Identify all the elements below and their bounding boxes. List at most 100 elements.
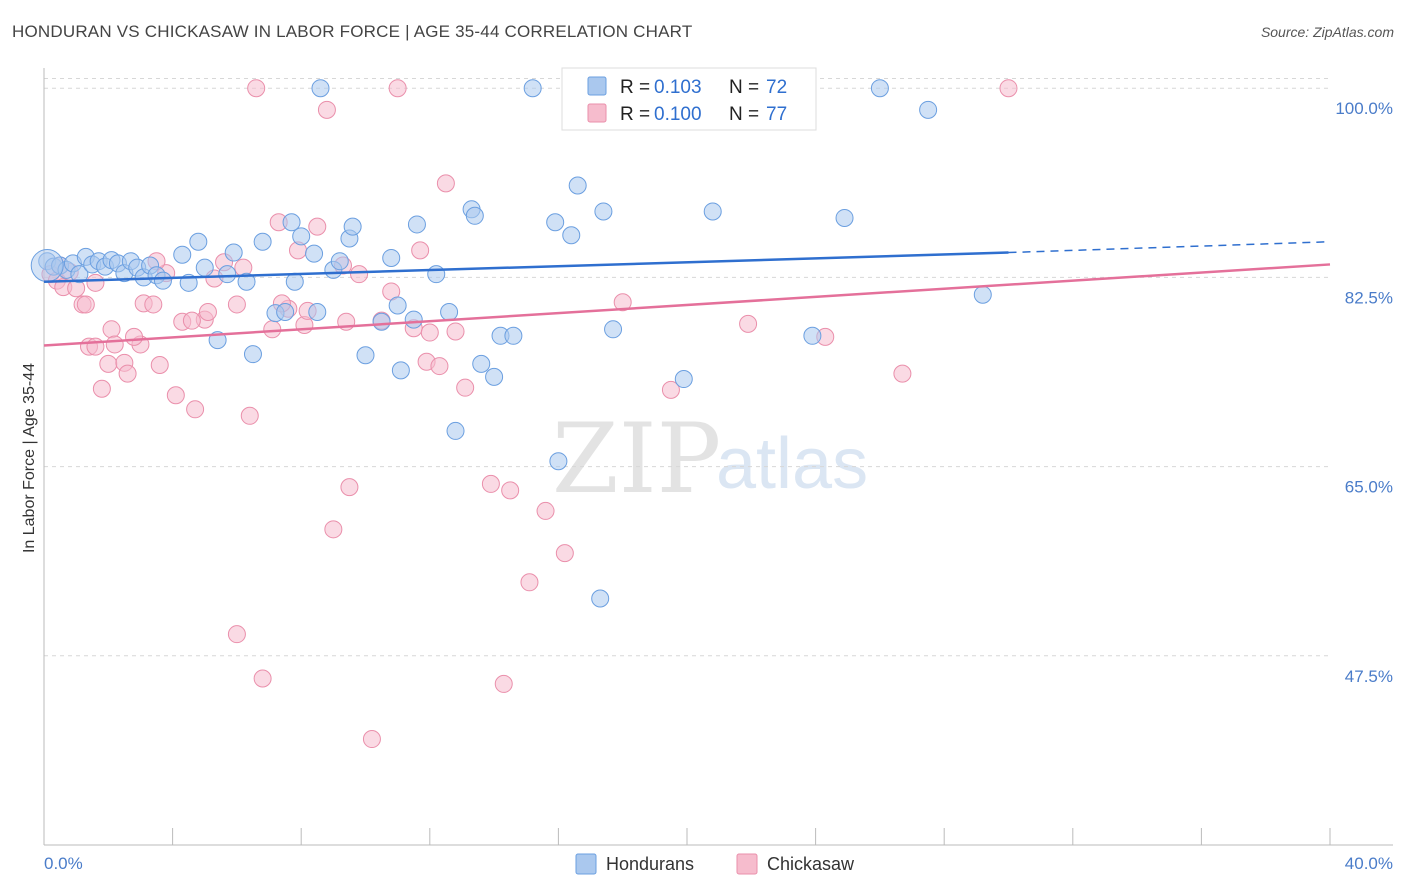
y-tick-label: 47.5% bbox=[1345, 667, 1393, 686]
hondurans-point bbox=[218, 265, 237, 284]
hondurans-point bbox=[305, 244, 324, 263]
hondurans-point bbox=[549, 452, 568, 471]
bottom-legend: Hondurans Chickasaw bbox=[575, 853, 855, 875]
chickasaw-point bbox=[105, 335, 124, 354]
y-tick-label: 82.5% bbox=[1345, 288, 1393, 307]
hondurans-point bbox=[568, 176, 587, 195]
chickasaw-points bbox=[41, 79, 1018, 749]
hondurans-point bbox=[446, 421, 465, 440]
hondurans-point bbox=[835, 208, 854, 227]
legend-n-label: N = bbox=[729, 104, 759, 125]
chickasaw-point bbox=[481, 474, 500, 493]
hondurans-point bbox=[504, 326, 523, 345]
hondurans-point bbox=[243, 345, 262, 364]
hondurans-point bbox=[195, 258, 214, 277]
chickasaw-point bbox=[324, 520, 343, 539]
x-tick-label-max: 40.0% bbox=[1345, 854, 1393, 873]
hondurans-point bbox=[388, 296, 407, 315]
chickasaw-point bbox=[253, 669, 272, 688]
legend-swatch-hondurans bbox=[587, 76, 607, 96]
hondurans-point bbox=[870, 79, 889, 98]
chickasaw-point bbox=[227, 625, 246, 644]
hondurans-trend-line bbox=[43, 251, 1009, 283]
chickasaw-point bbox=[501, 481, 520, 500]
grid-lines bbox=[44, 77, 1330, 657]
chickasaw-point bbox=[999, 79, 1018, 98]
legend: R = 0.103 N = 72 R = 0.100 N = 77 bbox=[561, 67, 817, 131]
chickasaw-point bbox=[317, 100, 336, 119]
chickasaw-point bbox=[362, 730, 381, 749]
chickasaw-point bbox=[350, 265, 369, 284]
x-tick-label-min: 0.0% bbox=[44, 854, 83, 873]
hondurans-point bbox=[189, 232, 208, 251]
chart-source: Source: ZipAtlas.com bbox=[1260, 24, 1394, 40]
bottom-legend-chickasaw: Chickasaw bbox=[767, 854, 855, 874]
hondurans-point bbox=[485, 367, 504, 386]
legend-n-label: N = bbox=[729, 77, 759, 98]
chickasaw-point bbox=[520, 573, 539, 592]
chickasaw-point bbox=[456, 378, 475, 397]
hondurans-point bbox=[372, 312, 391, 331]
chickasaw-point bbox=[125, 327, 144, 346]
chickasaw-point bbox=[76, 295, 95, 314]
chickasaw-point bbox=[536, 501, 555, 520]
chickasaw-point bbox=[411, 241, 430, 260]
hondurans-point bbox=[973, 285, 992, 304]
hondurans-point bbox=[356, 346, 375, 365]
chickasaw-point bbox=[247, 79, 266, 98]
hondurans-point bbox=[153, 271, 172, 290]
chickasaw-point bbox=[118, 364, 137, 383]
chickasaw-point bbox=[739, 314, 758, 333]
y-tick-labels: 47.5% 65.0% 82.5% 100.0% bbox=[1335, 99, 1393, 686]
hondurans-point bbox=[427, 265, 446, 284]
hondurans-point bbox=[224, 243, 243, 262]
hondurans-point bbox=[591, 589, 610, 608]
hondurans-point bbox=[330, 252, 349, 271]
hondurans-point bbox=[285, 272, 304, 291]
hondurans-point bbox=[472, 354, 491, 373]
watermark-zip: ZIP bbox=[552, 403, 721, 515]
chickasaw-point bbox=[227, 295, 246, 314]
legend-r-value: 0.100 bbox=[654, 104, 702, 125]
hondurans-point bbox=[674, 370, 693, 389]
chickasaw-point bbox=[92, 379, 111, 398]
chickasaw-point bbox=[340, 478, 359, 497]
chickasaw-point bbox=[86, 273, 105, 292]
hondurans-point bbox=[404, 310, 423, 329]
chickasaw-point bbox=[436, 174, 455, 193]
chickasaw-point bbox=[555, 544, 574, 563]
hondurans-point bbox=[282, 213, 301, 232]
hondurans-point bbox=[308, 303, 327, 322]
chickasaw-point bbox=[102, 320, 121, 339]
hondurans-point bbox=[343, 217, 362, 236]
hondurans-point bbox=[523, 79, 542, 98]
hondurans-point bbox=[382, 248, 401, 267]
chickasaw-point bbox=[420, 323, 439, 342]
hondurans-point bbox=[237, 272, 256, 291]
y-tick-label: 65.0% bbox=[1345, 478, 1393, 497]
chickasaw-point bbox=[430, 357, 449, 376]
legend-n-value: 77 bbox=[766, 104, 787, 125]
hondurans-point bbox=[311, 79, 330, 98]
hondurans-point bbox=[919, 100, 938, 119]
axes bbox=[43, 68, 1393, 846]
chickasaw-point bbox=[893, 364, 912, 383]
hondurans-point bbox=[546, 213, 565, 232]
hondurans-point bbox=[440, 303, 459, 322]
hondurans-point bbox=[391, 361, 410, 380]
chickasaw-point bbox=[186, 400, 205, 419]
chart-title: HONDURAN VS CHICKASAW IN LABOR FORCE | A… bbox=[12, 22, 693, 41]
chickasaw-point bbox=[150, 355, 169, 374]
chickasaw-point bbox=[166, 386, 185, 405]
hondurans-point bbox=[173, 245, 192, 264]
hondurans-cluster-point bbox=[30, 249, 64, 283]
hondurans-point bbox=[594, 202, 613, 221]
legend-r-label: R = bbox=[620, 77, 650, 98]
hondurans-point bbox=[276, 303, 295, 322]
legend-r-label: R = bbox=[620, 104, 650, 125]
chickasaw-point bbox=[446, 322, 465, 341]
watermark-atlas: atlas bbox=[716, 424, 868, 504]
bottom-legend-swatch-chickasaw bbox=[736, 853, 758, 875]
hondurans-point bbox=[465, 206, 484, 225]
